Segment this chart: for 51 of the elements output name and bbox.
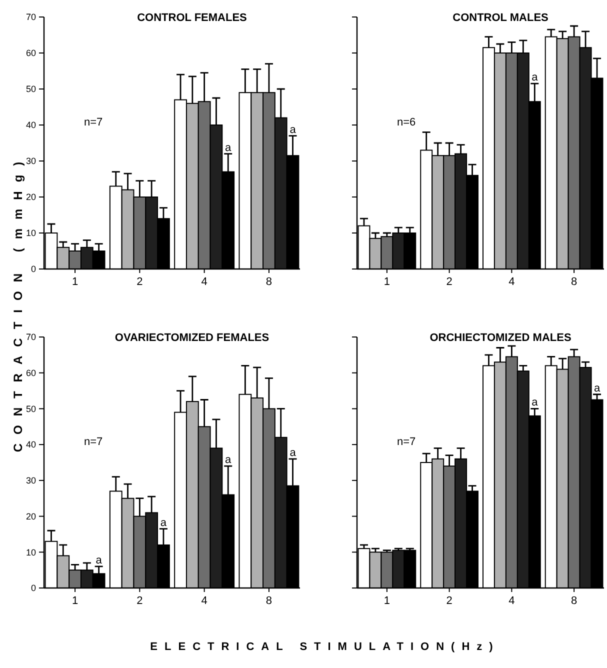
annotation: n=7 xyxy=(397,436,416,448)
y-tick-label: 30 xyxy=(26,476,36,486)
y-tick-label: 40 xyxy=(26,120,36,130)
x-tick-label: 8 xyxy=(266,595,272,607)
x-axis-title: ELECTRICAL STIMULATION(Hz) xyxy=(150,641,500,653)
y-tick-label: 30 xyxy=(26,156,36,166)
x-tick-label: 2 xyxy=(446,595,452,607)
x-tick-label: 8 xyxy=(571,595,578,607)
chart-title: OVARIECTOMIZED FEMALES xyxy=(114,332,270,344)
chart-title: ORCHIECTOMIZED MALES xyxy=(430,332,572,344)
annotation: a xyxy=(225,142,232,154)
x-tick-label: 1 xyxy=(72,595,78,607)
y-tick-label: 20 xyxy=(26,192,36,202)
x-tick-label: 1 xyxy=(72,276,78,288)
y-tick-label: 60 xyxy=(26,48,36,58)
annotation: a xyxy=(96,554,103,566)
x-tick-label: 8 xyxy=(266,276,272,288)
x-tick-label: 4 xyxy=(201,595,208,607)
x-tick-label: 2 xyxy=(136,276,143,288)
annotation: n=7 xyxy=(84,436,103,448)
y-axis-title: CONTRACTION (mmHg) xyxy=(11,152,25,452)
x-tick-label: 4 xyxy=(508,276,515,288)
x-tick-label: 1 xyxy=(384,595,390,607)
x-tick-label: 4 xyxy=(508,595,515,607)
y-tick-label: 0 xyxy=(30,583,36,594)
y-tick-label: 10 xyxy=(26,547,36,558)
y-tick-label: 0 xyxy=(30,264,36,274)
annotation: a xyxy=(225,454,232,466)
x-tick-label: 1 xyxy=(384,276,390,288)
annotation: n=6 xyxy=(397,116,416,128)
annotation: a xyxy=(290,124,297,136)
y-tick-label: 20 xyxy=(26,511,36,522)
annotation: n=7 xyxy=(84,116,103,128)
x-tick-label: 8 xyxy=(571,276,578,288)
annotation: a xyxy=(160,516,168,529)
y-tick-label: 40 xyxy=(26,440,36,450)
y-tick-label: 10 xyxy=(26,228,36,238)
annotation: a xyxy=(532,72,539,84)
annotation: a xyxy=(532,396,539,409)
y-tick-label: 60 xyxy=(26,368,36,378)
annotation: a xyxy=(290,446,297,459)
y-tick-label: 70 xyxy=(26,12,36,22)
annotation: a xyxy=(594,382,601,394)
x-tick-label: 2 xyxy=(446,276,452,288)
y-tick-label: 50 xyxy=(26,84,36,94)
x-tick-label: 2 xyxy=(136,595,143,607)
chart-title: CONTROL MALES xyxy=(452,12,548,24)
chart-title: CONTROL FEMALES xyxy=(137,12,247,24)
y-tick-label: 70 xyxy=(26,332,36,342)
x-tick-label: 4 xyxy=(201,276,208,288)
y-tick-label: 50 xyxy=(26,404,36,414)
